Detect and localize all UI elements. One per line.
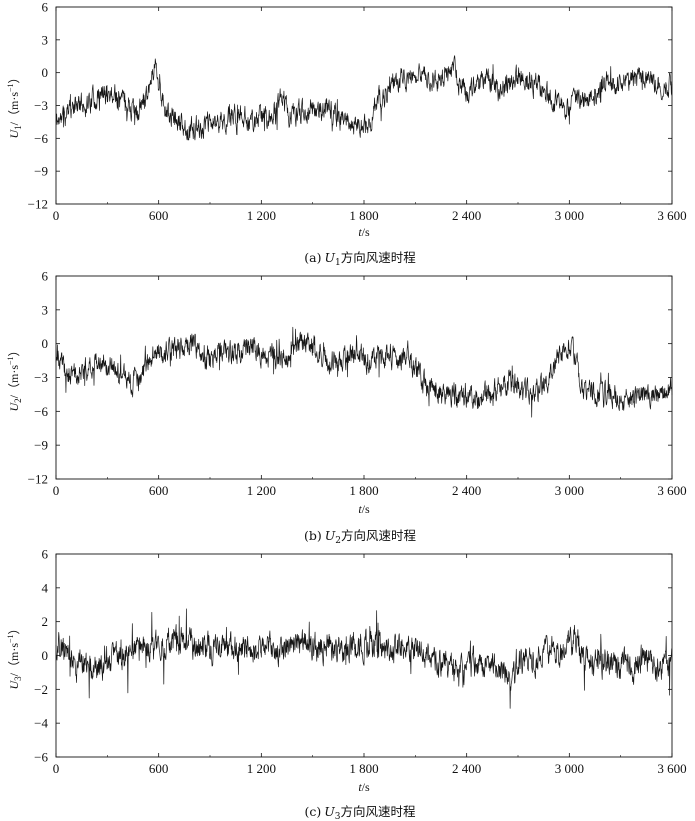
y-tick-label: 4 <box>42 580 49 595</box>
x-tick-label: 600 <box>149 208 169 223</box>
panel-caption: (a) U1方向风速时程 <box>304 250 416 268</box>
x-tick-label: 1 200 <box>247 761 276 776</box>
y-tick-label: −12 <box>28 197 48 212</box>
y-tick-label: 0 <box>42 65 49 80</box>
y-tick-label: 0 <box>42 336 49 351</box>
y-tick-label: 2 <box>42 614 49 629</box>
x-tick-label: 600 <box>149 761 169 776</box>
y-tick-label: −2 <box>34 682 48 697</box>
panel-b: 0 600 1 200 1 800 2 400 3 000 3 600 −12 −9 −6 −3 0 3… <box>6 269 687 547</box>
panel-caption: (c) U3方向风速时程 <box>304 804 416 821</box>
y-tick-label: 6 <box>42 547 49 562</box>
x-tick-label: 2 400 <box>452 761 481 776</box>
panel-c: 0 600 1 200 1 800 2 400 3 000 3 600 −6 −4 −2 0 2 4 6 U… <box>6 547 687 821</box>
x-tick-label: 0 <box>53 483 60 498</box>
x-tick-label: 3 600 <box>657 483 686 498</box>
panel-caption: (b) U2方向风速时程 <box>304 528 417 546</box>
y-tick-label: −6 <box>34 750 48 765</box>
x-axis-label: t/s <box>358 502 370 516</box>
x-tick-label: 2 400 <box>452 483 481 498</box>
y-tick-label: −12 <box>28 472 48 487</box>
x-axis-label: t/s <box>358 780 370 794</box>
y-tick-label: −3 <box>34 370 48 385</box>
y-tick-label: 6 <box>42 269 49 284</box>
x-tick-label: 600 <box>149 483 169 498</box>
x-tick-label: 1 200 <box>247 483 276 498</box>
y-tick-label: −6 <box>34 404 48 419</box>
panel-a: 0 600 1 200 1 800 2 400 3 000 3 600 −12 −9 −6 −3 0 3… <box>6 0 687 268</box>
x-tick-label: 3 000 <box>555 208 584 223</box>
y-axis-label: U3/（m·s−1） <box>6 622 23 689</box>
y-tick-label: −3 <box>34 98 48 113</box>
x-tick-label: 3 000 <box>555 761 584 776</box>
y-tick-label: −9 <box>34 438 48 453</box>
x-tick-label: 1 200 <box>247 208 276 223</box>
x-tick-label: 1 800 <box>349 761 378 776</box>
y-axis-label: U2/（m·s−1） <box>6 344 23 411</box>
x-tick-label: 1 800 <box>349 483 378 498</box>
series-line <box>55 608 673 709</box>
series-line <box>55 326 673 418</box>
y-tick-label: 3 <box>42 32 49 47</box>
x-tick-label: 0 <box>53 208 60 223</box>
y-tick-label: 3 <box>42 302 49 317</box>
x-tick-label: 2 400 <box>452 208 481 223</box>
x-tick-label: 3 000 <box>555 483 584 498</box>
x-tick-label: 3 600 <box>657 761 686 776</box>
y-tick-label: −6 <box>34 131 48 146</box>
x-tick-label: 3 600 <box>657 208 686 223</box>
y-tick-label: −4 <box>34 716 48 731</box>
series-line <box>55 55 673 141</box>
x-tick-label: 1 800 <box>349 208 378 223</box>
x-tick-label: 0 <box>53 761 60 776</box>
y-axis-label: U1/（m·s−1） <box>6 71 23 138</box>
y-tick-label: −9 <box>34 164 48 179</box>
x-axis-label: t/s <box>358 225 370 239</box>
y-tick-label: 6 <box>42 0 49 15</box>
y-tick-label: 0 <box>42 648 49 663</box>
